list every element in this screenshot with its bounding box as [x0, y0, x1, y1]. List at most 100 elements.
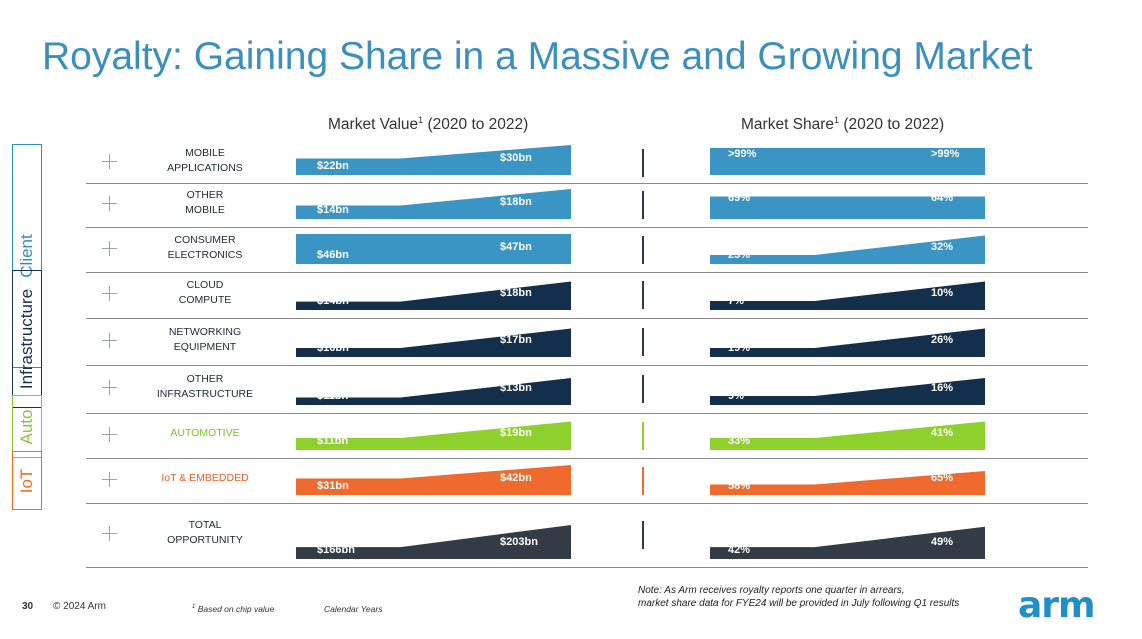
market-share-bar [710, 471, 985, 495]
market-share-bar [710, 328, 985, 357]
market-value-bar [296, 378, 571, 405]
row-label: CONSUMER ELECTRONICS [167, 233, 243, 261]
row-divider [86, 272, 1088, 273]
segment-client: Client [12, 144, 42, 368]
page-number: 30 [22, 601, 34, 612]
market-share-header-text: Market Share [741, 116, 835, 134]
row-label: AUTOMOTIVE [170, 427, 240, 439]
market-share-start: 9% [728, 390, 744, 402]
segment-label: Auto [17, 409, 36, 444]
market-value-end: $203bn [500, 536, 538, 548]
market-value-bar [296, 465, 571, 495]
market-share-bar [710, 526, 985, 559]
arrears-note: Note: As Arm receives royalty reports on… [638, 584, 959, 610]
column-separator [642, 281, 644, 309]
market-value-bar [296, 328, 571, 357]
market-share-start: >99% [728, 148, 757, 160]
market-share-bar [710, 235, 985, 264]
market-value-end: $47bn [500, 241, 532, 253]
market-value-bar-shape [296, 234, 571, 264]
row-label: MOBILE APPLICATIONS [167, 146, 243, 174]
footnote-text: Based on chip value [195, 604, 275, 614]
row-divider [86, 413, 1088, 414]
market-share-start: 19% [728, 342, 751, 354]
market-value-start: $11bn [317, 435, 349, 447]
market-share-bar-shape [710, 378, 985, 405]
market-value-header-suffix: (2020 to 2022) [423, 116, 529, 134]
market-share-start: 7% [728, 295, 744, 307]
market-value-start: $11bn [317, 390, 349, 402]
footnote: 1 Based on chip value [192, 604, 274, 614]
market-value-bar [296, 189, 571, 219]
segment-infrastructure: Infrastructure [12, 270, 42, 408]
segment-auto: Auto [12, 395, 42, 458]
segment-iot: IoT [12, 451, 42, 510]
market-share-end: 49% [931, 536, 954, 548]
row-label: CLOUD COMPUTE [178, 279, 232, 306]
column-separator [642, 148, 644, 177]
market-share-start: 25% [728, 249, 751, 261]
segment-label: Infrastructure [17, 288, 36, 390]
expand-plus-icon[interactable] [102, 426, 117, 442]
market-value-end: $30bn [500, 152, 532, 164]
segment-label: IoT [17, 468, 36, 493]
arm-logo: arm [1018, 585, 1096, 626]
market-value-bar [296, 281, 571, 310]
market-value-start: $14bn [317, 204, 349, 216]
market-value-bar-shape [296, 525, 571, 559]
expand-plus-icon[interactable] [102, 332, 117, 348]
market-share-start: 42% [728, 544, 751, 556]
note-line-2: market share data for FYE24 will be prov… [638, 598, 960, 609]
row-label: NETWORKING EQUIPMENT [168, 325, 242, 353]
market-share-end: >99% [931, 148, 960, 160]
market-value-bar-shape [296, 281, 571, 310]
market-share-start: 69% [728, 192, 751, 204]
market-value-bar [296, 525, 571, 559]
expand-plus-icon[interactable] [102, 526, 117, 541]
market-share-bar-shape [710, 328, 985, 357]
market-share-bar-shape [710, 235, 985, 264]
market-share-end: 64% [931, 192, 954, 204]
row-divider [86, 503, 1088, 504]
market-value-start: $14bn [317, 295, 349, 307]
market-value-header: Market Value1 (2020 to 2022) [328, 115, 528, 134]
column-separator [642, 521, 644, 549]
market-value-end: $42bn [500, 472, 532, 484]
market-value-bar-shape [296, 328, 571, 357]
column-separator [642, 235, 644, 264]
market-share-end: 41% [931, 427, 954, 439]
market-value-header-sup: 1 [418, 115, 424, 125]
market-share-bar [710, 148, 985, 175]
row-label: OTHER MOBILE [185, 189, 225, 216]
expand-plus-icon[interactable] [102, 380, 117, 395]
market-share-bar-shape [710, 526, 985, 559]
expand-plus-icon[interactable] [102, 240, 117, 256]
market-share-end: 65% [931, 472, 954, 484]
market-share-bar [710, 378, 985, 405]
expand-plus-icon[interactable] [102, 286, 117, 301]
market-share-bar-shape [710, 196, 985, 219]
market-value-bar [296, 234, 571, 264]
market-value-bar-shape [296, 421, 571, 450]
market-value-bar [296, 421, 571, 450]
row-divider [86, 365, 1088, 366]
market-value-bar-shape [296, 189, 571, 219]
row-divider [86, 227, 1088, 228]
market-value-start: $22bn [317, 160, 349, 172]
page-title: Royalty: Gaining Share in a Massive and … [42, 35, 1033, 78]
expand-plus-icon[interactable] [102, 471, 117, 487]
market-share-bar [710, 281, 985, 310]
column-separator [642, 327, 644, 356]
row-label: IoT & EMBEDDED [161, 472, 249, 484]
market-share-bar-shape [710, 471, 985, 495]
expand-plus-icon[interactable] [102, 153, 117, 169]
copyright: © 2024 Arm [53, 601, 106, 612]
market-share-end: 26% [931, 334, 954, 346]
market-share-end: 10% [931, 287, 954, 299]
market-share-end: 16% [931, 382, 954, 394]
expand-plus-icon[interactable] [102, 196, 117, 211]
market-value-start: $16bn [317, 342, 349, 354]
column-separator [642, 375, 644, 403]
market-value-end: $17bn [500, 334, 532, 346]
column-separator [642, 191, 644, 219]
